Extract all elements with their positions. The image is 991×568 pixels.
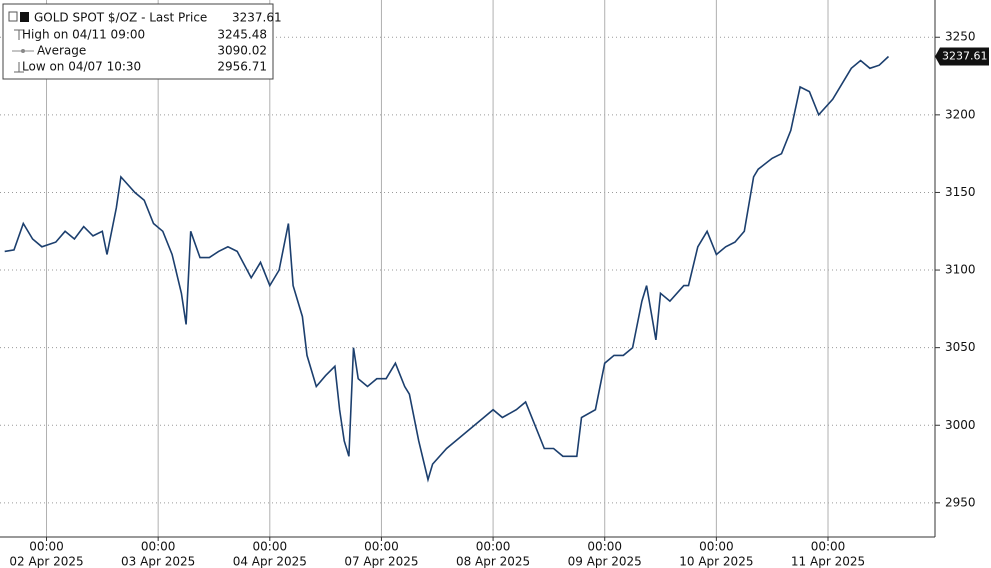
legend-icon	[8, 11, 18, 22]
legend-label: Average	[37, 44, 86, 58]
x-tick-label: 00:00	[141, 540, 176, 554]
x-tick-label: 00:00	[364, 540, 399, 554]
y-tick-label: 3200	[945, 107, 976, 121]
x-tick-label: 00:00	[253, 540, 288, 554]
legend-icon	[14, 29, 24, 40]
last-price-tag	[935, 47, 989, 66]
legend-value: 3245.48	[217, 28, 267, 42]
legend-icon	[14, 62, 24, 73]
x-tick-date: 02 Apr 2025	[9, 555, 83, 568]
legend: GOLD SPOT $/OZ - Last Price 3237.61 High…	[2, 3, 282, 80]
x-tick-date: 03 Apr 2025	[121, 555, 195, 568]
x-tick-label: 00:00	[587, 540, 622, 554]
legend-value: 3090.02	[217, 44, 267, 58]
last-price-label: 3237.61	[942, 49, 988, 62]
y-tick-label: 3250	[945, 30, 976, 44]
x-tick-date: 04 Apr 2025	[233, 555, 307, 568]
y-tick-label: 3050	[945, 340, 976, 354]
x-tick-date: 08 Apr 2025	[456, 555, 530, 568]
y-tick-label: 2950	[945, 495, 976, 509]
x-tick-date: 11 Apr 2025	[791, 555, 865, 568]
legend-label: High on 04/11 09:00	[22, 28, 145, 42]
x-tick-label: 00:00	[29, 540, 64, 554]
y-tick-label: 3150	[945, 185, 976, 199]
x-tick-label: 00:00	[476, 540, 511, 554]
x-tick-date: 09 Apr 2025	[568, 555, 642, 568]
x-tick-date: 07 Apr 2025	[344, 555, 418, 568]
plot-area	[0, 0, 935, 537]
x-tick-label: 00:00	[699, 540, 734, 554]
legend-last: 3237.61	[232, 11, 282, 25]
x-tick-label: 00:00	[811, 540, 846, 554]
legend-icon	[21, 49, 25, 53]
legend-label: Low on 04/07 10:30	[22, 60, 141, 74]
legend-box	[2, 3, 274, 80]
legend-value: 2956.71	[217, 60, 267, 74]
legend-swatch	[20, 12, 29, 22]
legend-title: GOLD SPOT $/OZ - Last Price	[34, 11, 207, 25]
y-tick-label: 3000	[945, 418, 976, 432]
price-line	[4, 55, 890, 483]
x-tick-date: 10 Apr 2025	[679, 555, 753, 568]
y-tick-label: 3100	[945, 263, 976, 277]
